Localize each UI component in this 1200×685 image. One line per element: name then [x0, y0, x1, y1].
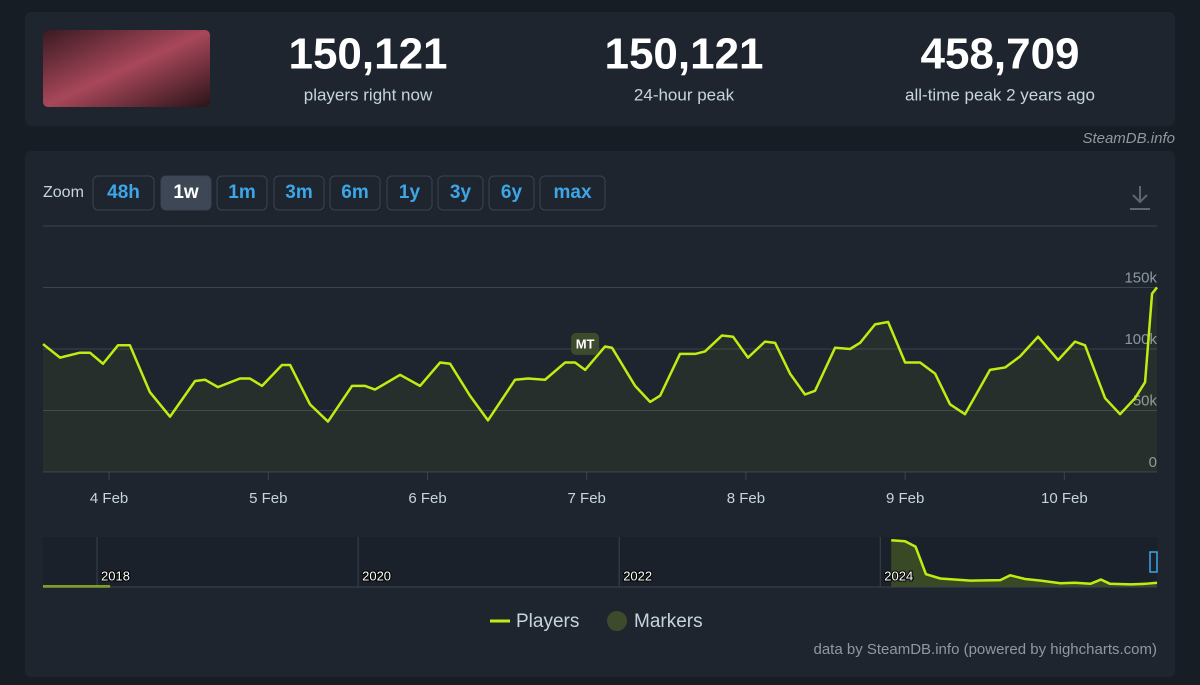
players-line [42, 286, 1158, 423]
navigator [43, 537, 1157, 587]
legend-marker [607, 611, 627, 631]
zoom-label: Zoom [43, 184, 84, 201]
game-image [43, 30, 210, 107]
zoom-button[interactable]: 1w [160, 175, 212, 211]
button-bg [437, 175, 484, 211]
button-label: 1m [228, 182, 255, 203]
navigator-line-area [891, 540, 1157, 587]
x-tick-label: 10 Feb [1041, 490, 1088, 507]
button-label: 6m [341, 182, 368, 203]
button-bg [488, 175, 535, 211]
button-bg [160, 175, 212, 211]
zoom-button[interactable]: 3y [437, 175, 484, 211]
button-label: 1y [399, 182, 421, 203]
download-glyph [1130, 186, 1150, 210]
navigator-label: 2018 [101, 568, 130, 583]
credit: data by SteamDB.info (powered by highcha… [814, 641, 1158, 658]
button-label: 1w [173, 182, 199, 203]
zoom-button[interactable]: max [539, 175, 606, 211]
zoom-button[interactable]: 6y [488, 175, 535, 211]
stat-label: players right now [304, 85, 433, 104]
y-tick-label: 0 [1149, 454, 1157, 471]
legend-label: Players [516, 611, 579, 632]
source: SteamDB.info [1082, 130, 1175, 147]
x-tick-label: 5 Feb [249, 490, 287, 507]
x-tick-label: 9 Feb [886, 490, 924, 507]
marker-flag [571, 332, 600, 355]
navigator-label: 2020 [362, 568, 391, 583]
legend-label: Markers [634, 611, 703, 632]
button-bg [216, 175, 268, 211]
navigator-label: 2022 [623, 568, 652, 583]
navigator-line [891, 538, 1158, 586]
zoom-button[interactable]: 1m [216, 175, 268, 211]
x-tick-label: 7 Feb [568, 490, 606, 507]
navigator-handle[interactable] [1149, 551, 1158, 573]
button-label: max [553, 182, 591, 203]
button-label: 3y [450, 182, 472, 203]
button-bg [273, 175, 325, 211]
zoom-button[interactable]: 6m [329, 175, 381, 211]
y-tick-label: 150k [1124, 269, 1157, 286]
zoom-button[interactable]: 3m [273, 175, 325, 211]
stat-label: 24-hour peak [634, 85, 735, 104]
stat-value: 150,121 [288, 30, 447, 79]
stat-label: all-time peak 2 years ago [905, 85, 1095, 104]
marker-label: MT [576, 336, 595, 351]
stat-value: 150,121 [604, 30, 763, 79]
stat-value: 458,709 [920, 30, 1079, 79]
download-icon[interactable] [1130, 186, 1150, 210]
button-label: 3m [285, 182, 312, 203]
button-label: 6y [501, 182, 523, 203]
players-line-area [43, 287, 1157, 472]
navigator-label: 2024 [884, 568, 913, 583]
x-tick-label: 8 Feb [727, 490, 765, 507]
zoom-button[interactable]: 1y [386, 175, 433, 211]
button-bg [329, 175, 381, 211]
x-tick-label: 4 Feb [90, 490, 128, 507]
stats-panel [25, 12, 1175, 126]
button-bg [386, 175, 433, 211]
x-tick-label: 6 Feb [408, 490, 446, 507]
zoom-button[interactable]: 48h [92, 175, 155, 211]
y-tick-label: 50k [1133, 392, 1158, 409]
button-label: 48h [107, 182, 140, 203]
button-bg [539, 175, 606, 211]
button-bg [92, 175, 155, 211]
